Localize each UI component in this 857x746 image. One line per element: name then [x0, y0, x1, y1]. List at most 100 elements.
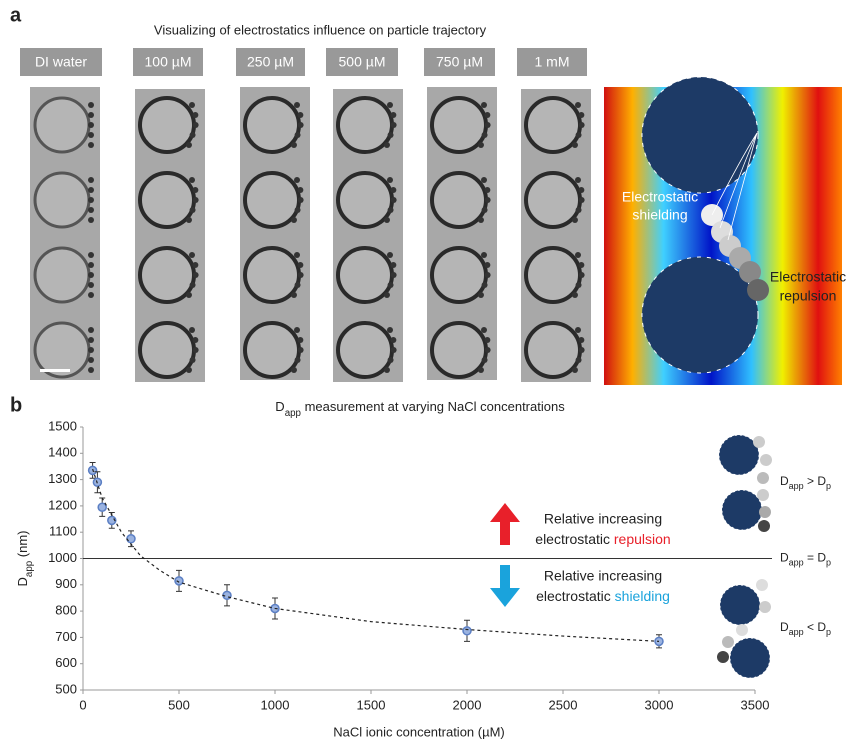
bead: [88, 122, 94, 128]
trap-image: [338, 248, 392, 302]
point: [98, 503, 106, 511]
trap-image: [245, 248, 299, 302]
chart-title: Dapp measurement at varying NaCl concent…: [275, 399, 565, 419]
bead: [88, 357, 94, 363]
annotation: electrostatic shielding: [536, 588, 670, 604]
trap-image: [526, 173, 580, 227]
bead: [294, 102, 300, 108]
trap-image: [140, 323, 194, 377]
reference-label-part: app: [789, 558, 804, 568]
trap-image: [35, 248, 89, 302]
bead: [481, 327, 487, 333]
bead: [484, 112, 490, 118]
trap-image: [35, 98, 89, 152]
bead: [192, 187, 198, 193]
bead: [295, 282, 301, 288]
bead: [291, 367, 297, 373]
bead: [295, 132, 301, 138]
bead: [388, 282, 394, 288]
y-tick-label: 900: [55, 576, 77, 591]
bead: [482, 282, 488, 288]
bead: [572, 217, 578, 223]
point: [127, 535, 135, 543]
annotation-part: shielding: [615, 588, 670, 604]
annotation-part: D: [780, 474, 789, 488]
bead: [88, 142, 94, 148]
bead: [186, 292, 192, 298]
bead: [390, 337, 396, 343]
bead: [192, 112, 198, 118]
bead: [575, 102, 581, 108]
bead: [297, 262, 303, 268]
trap-image: [140, 173, 194, 227]
bead: [186, 367, 192, 373]
column-label: 500 µM: [339, 54, 386, 70]
bead: [579, 272, 585, 278]
bead: [193, 347, 199, 353]
annotation-part: electrostatic: [535, 531, 614, 547]
bead: [88, 207, 94, 213]
trap-image: [245, 173, 299, 227]
y-axis-label-part: app: [24, 560, 35, 577]
panel-label: b: [10, 394, 22, 416]
annotation: Relative increasing: [544, 511, 662, 527]
annotation: Dapp > Dp: [780, 474, 831, 491]
bead: [478, 217, 484, 223]
bead: [189, 327, 195, 333]
annotation-part: p: [826, 627, 831, 637]
bead: [576, 207, 582, 213]
bead: [482, 132, 488, 138]
bead: [572, 142, 578, 148]
bead: [390, 262, 396, 268]
bead: [485, 197, 491, 203]
bead: [578, 187, 584, 193]
bead: [485, 347, 491, 353]
bead: [88, 262, 94, 268]
bead: [88, 272, 94, 278]
annotation-part: repulsion: [614, 531, 671, 547]
bead: [88, 102, 94, 108]
trap-image: [35, 173, 89, 227]
x-tick-label: 1000: [261, 697, 290, 712]
bead: [193, 122, 199, 128]
bead: [186, 217, 192, 223]
bead: [297, 112, 303, 118]
bead: [190, 207, 196, 213]
trap-image: [526, 98, 580, 152]
sim-label: shielding: [632, 207, 687, 223]
annotation-part: electrostatic: [536, 588, 615, 604]
y-tick-label: 1200: [48, 497, 77, 512]
bead: [481, 102, 487, 108]
bead: [576, 132, 582, 138]
annotation: Dapp < Dp: [780, 620, 831, 637]
bead: [482, 207, 488, 213]
x-tick-label: 500: [168, 697, 190, 712]
bead: [88, 112, 94, 118]
panel-title: Visualizing of electrostatics influence …: [154, 22, 487, 37]
bead: [295, 357, 301, 363]
y-tick-label: 600: [55, 655, 77, 670]
bead: [481, 252, 487, 258]
y-axis-label-part: (nm): [15, 530, 30, 560]
bead: [478, 367, 484, 373]
trap-image: [140, 248, 194, 302]
trap: [642, 77, 758, 193]
bead: [295, 207, 301, 213]
arrow-up: [490, 503, 520, 545]
y-tick-label: 1500: [48, 418, 77, 433]
sim-label: Electrostatic: [622, 189, 698, 205]
annotation-part: app: [789, 481, 804, 491]
y-tick-label: 1400: [48, 445, 77, 460]
x-axis-label: NaCl ionic concentration (µM): [333, 724, 505, 739]
fit-line: [93, 469, 659, 641]
chart-title-part: app: [285, 408, 302, 419]
bead: [391, 122, 397, 128]
trap-image: [432, 323, 486, 377]
bead: [298, 347, 304, 353]
x-tick-label: 3500: [741, 697, 770, 712]
bead: [88, 337, 94, 343]
trap-image: [140, 98, 194, 152]
micrographs: DI water100 µM250 µM500 µM750 µM1 mM: [20, 48, 591, 382]
bead: [298, 197, 304, 203]
bead: [575, 327, 581, 333]
